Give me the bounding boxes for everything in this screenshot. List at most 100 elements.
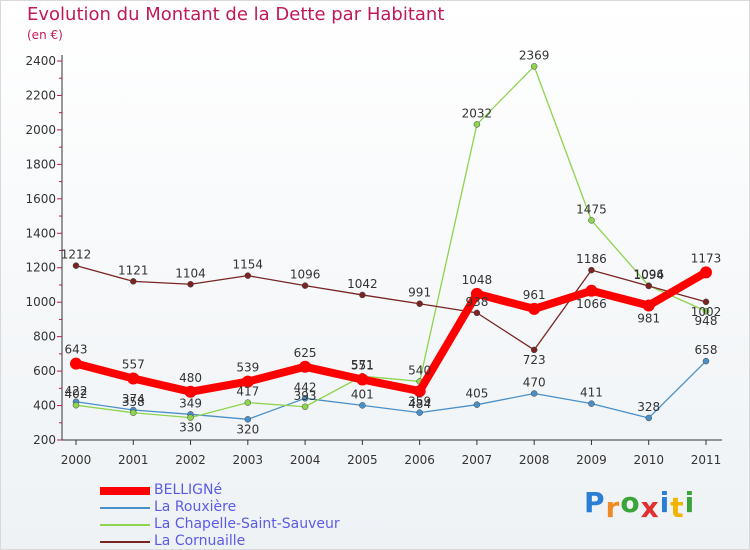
data-label: 557: [122, 357, 145, 371]
data-point: [244, 416, 252, 423]
data-point: [588, 400, 595, 407]
data-label: 359: [408, 395, 431, 409]
data-label: 658: [695, 343, 718, 357]
data-label: 991: [408, 286, 431, 300]
logo-letter: P: [584, 486, 606, 519]
chart-unit: (en €): [27, 28, 63, 42]
data-label: 1048: [462, 273, 493, 287]
legend-swatch: [100, 507, 150, 509]
data-label: 961: [523, 288, 546, 302]
data-label: 643: [65, 343, 88, 357]
data-label: 349: [179, 396, 202, 410]
y-tick-label: 2200: [25, 88, 56, 102]
x-tick-label: 2011: [691, 453, 722, 467]
series-line: [75, 360, 707, 420]
data-label: 417: [236, 385, 259, 399]
data-point: [244, 272, 252, 279]
x-tick-label: 2004: [290, 453, 321, 467]
data-point: [72, 401, 80, 409]
data-label: 422: [65, 384, 88, 398]
data-label: 2032: [462, 106, 493, 120]
x-tick-label: 2008: [519, 453, 550, 467]
logo-letter: r: [605, 491, 621, 524]
x-tick-label: 2003: [233, 453, 264, 467]
legend-swatch: [100, 541, 150, 543]
logo-letter: x: [640, 491, 660, 524]
y-tick-label: 800: [33, 330, 56, 344]
data-point: [127, 372, 140, 385]
data-point: [588, 266, 595, 274]
data-label: 540: [408, 363, 431, 377]
data-point: [187, 281, 194, 288]
data-point: [130, 278, 137, 285]
data-label: 320: [236, 422, 259, 436]
logo-letter: t: [670, 491, 685, 524]
data-label: 938: [465, 295, 488, 309]
x-tick-label: 2005: [347, 453, 378, 467]
chart-title: Evolution du Montant de la Dette par Hab…: [27, 4, 445, 25]
data-point: [184, 385, 197, 398]
data-label: 442: [294, 380, 317, 394]
data-point: [530, 390, 538, 397]
y-tick-label: 200: [33, 433, 56, 447]
series-line: [72, 268, 710, 396]
y-tick-label: 2000: [25, 123, 56, 137]
y-tick-label: 2400: [25, 54, 56, 68]
data-label: 1066: [576, 297, 607, 311]
y-tick-label: 1400: [25, 226, 56, 240]
data-label: 1212: [61, 248, 92, 262]
data-label: 539: [236, 361, 259, 375]
y-tick-label: 400: [33, 399, 56, 413]
data-label: 551: [351, 359, 374, 373]
data-point: [356, 373, 369, 386]
data-label: 1154: [233, 258, 264, 272]
x-tick-label: 2000: [61, 453, 92, 467]
data-point: [299, 360, 312, 373]
data-point: [473, 121, 481, 128]
data-point: [301, 282, 309, 289]
logo-letter: i: [659, 486, 671, 519]
data-label: 405: [465, 387, 488, 401]
y-tick-label: 1200: [25, 261, 56, 275]
data-label: 330: [179, 421, 202, 435]
x-tick-label: 2001: [118, 453, 149, 467]
data-label: 480: [179, 371, 202, 385]
legend-label: La Chapelle-Saint-Sauveur: [154, 516, 340, 532]
logo-letter: o: [620, 486, 641, 519]
x-tick-label: 2006: [404, 453, 435, 467]
data-point: [642, 299, 655, 312]
data-point: [588, 217, 595, 224]
data-label: 1094: [633, 268, 664, 282]
x-tick-label: 2002: [175, 453, 206, 467]
legend-swatch: [100, 524, 150, 526]
data-label: 1121: [118, 263, 149, 277]
data-point: [528, 302, 541, 315]
data-point: [187, 414, 194, 421]
data-label: 1042: [347, 277, 378, 291]
data-label: 1475: [576, 202, 607, 216]
data-point: [72, 262, 80, 269]
legend-label: La Rouxière: [154, 499, 237, 515]
data-point: [359, 291, 366, 299]
data-point: [702, 298, 710, 306]
data-point: [413, 385, 426, 398]
data-point: [645, 282, 652, 290]
y-tick-label: 1600: [25, 192, 56, 206]
x-tick-label: 2007: [462, 453, 493, 467]
data-point: [645, 414, 652, 422]
proxiti-logo: Proxiti: [584, 486, 695, 524]
data-point: [241, 375, 254, 388]
data-label: 981: [637, 311, 660, 325]
legend-label: BELLIGNé: [154, 482, 223, 498]
data-point: [244, 399, 252, 406]
data-point: [530, 63, 538, 70]
data-label: 1096: [290, 268, 321, 282]
data-label: 723: [523, 353, 546, 367]
data-point: [359, 402, 366, 409]
x-tick-label: 2009: [576, 453, 607, 467]
data-point: [301, 395, 309, 402]
data-point: [702, 307, 710, 315]
data-label: 374: [122, 392, 145, 406]
data-label: 401: [351, 387, 374, 401]
series-line: [75, 65, 707, 419]
